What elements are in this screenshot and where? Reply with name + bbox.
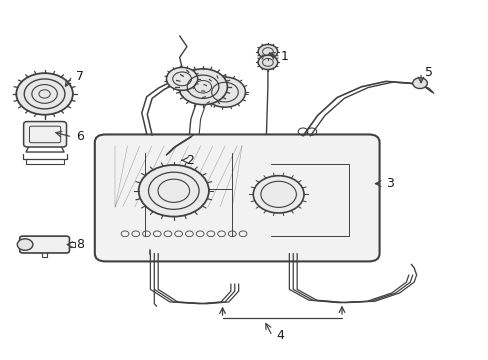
Text: 7: 7 <box>76 69 84 82</box>
Text: 1: 1 <box>281 50 288 63</box>
Circle shape <box>258 55 277 69</box>
Text: 4: 4 <box>276 329 284 342</box>
Text: 8: 8 <box>76 238 84 251</box>
Text: 6: 6 <box>76 130 84 144</box>
Text: 2: 2 <box>185 154 193 167</box>
Circle shape <box>17 239 33 250</box>
Circle shape <box>139 165 208 217</box>
FancyBboxPatch shape <box>95 134 379 261</box>
Text: 3: 3 <box>385 177 393 190</box>
Circle shape <box>258 44 277 59</box>
Circle shape <box>166 67 197 90</box>
Circle shape <box>16 73 73 115</box>
FancyBboxPatch shape <box>23 122 66 147</box>
FancyBboxPatch shape <box>20 236 69 253</box>
Circle shape <box>178 69 227 105</box>
Circle shape <box>253 176 304 213</box>
Text: 5: 5 <box>424 66 432 79</box>
Circle shape <box>412 78 427 89</box>
Circle shape <box>204 77 245 107</box>
